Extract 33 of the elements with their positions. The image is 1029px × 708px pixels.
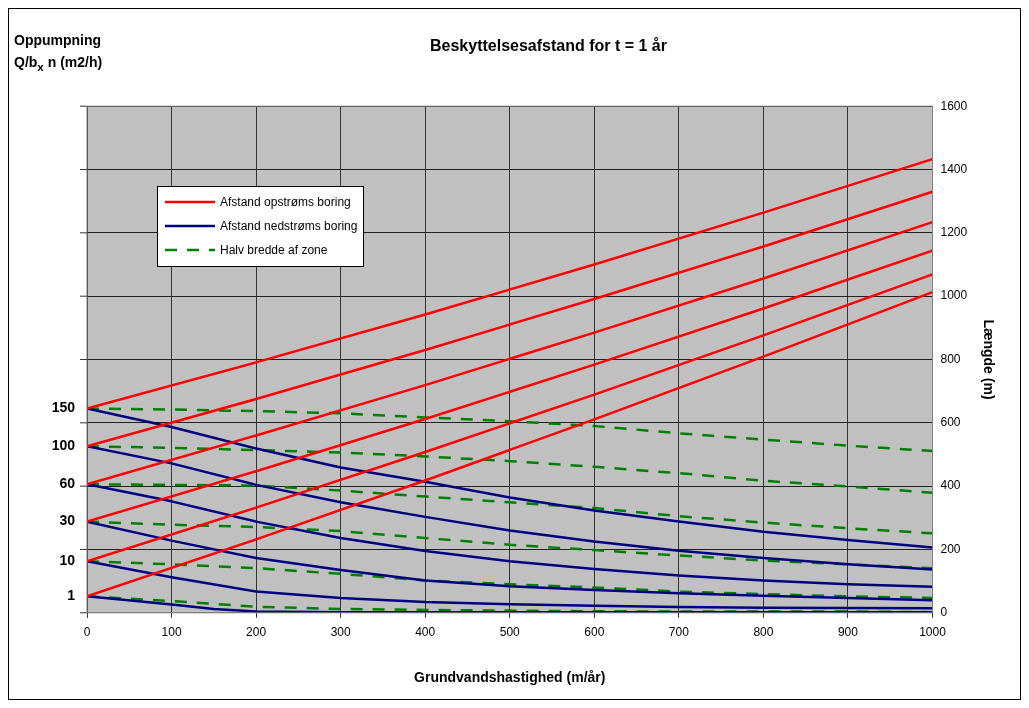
y-tick-label: 1600	[940, 98, 968, 113]
x-axis-title: Grundvandshastighed (m/år)	[414, 669, 606, 686]
text: 60	[59, 475, 76, 492]
y-tick-label: 200	[940, 541, 961, 556]
text: Oppumpning Q/b$_{x}$ n (m2/h)	[14, 31, 103, 75]
y-axis-title: Længde (m)	[980, 319, 997, 400]
y-tick-label: 1000	[940, 288, 968, 303]
x-tick-label: 100	[161, 625, 182, 640]
x-tick-label: 800	[753, 625, 774, 640]
x-tick-label: 0	[83, 625, 91, 640]
text: 10	[59, 552, 76, 569]
text: 150	[51, 399, 76, 416]
y-tick-label: 600	[940, 415, 961, 430]
y-tick-label: 1400	[940, 161, 968, 176]
x-tick-label: 700	[668, 625, 690, 640]
y-tick-label: 400	[940, 478, 961, 493]
y-tick-label: 1200	[940, 225, 968, 240]
chart-title: Beskyttelsesafstand for t = 1 år	[430, 37, 667, 55]
x-tick-label: 300	[330, 625, 351, 640]
y-tick-label: 800	[940, 351, 961, 366]
y-tick-label: 0	[940, 605, 948, 620]
x-tick-label: 900	[837, 625, 859, 640]
text: 100	[51, 437, 76, 454]
x-tick-label: 600	[584, 625, 605, 640]
x-tick-label: 1000	[919, 625, 947, 640]
x-tick-label: 500	[499, 625, 521, 640]
x-tick-label: 200	[246, 625, 267, 640]
legend-label: Halv bredde af zone	[220, 243, 328, 257]
legend-label: Afstand nedstrøms boring	[220, 219, 358, 233]
text: 30	[59, 512, 76, 529]
x-tick-label: 400	[415, 625, 436, 640]
text: 1	[67, 587, 76, 604]
legend-label: Afstand opstrøms boring	[220, 195, 351, 209]
